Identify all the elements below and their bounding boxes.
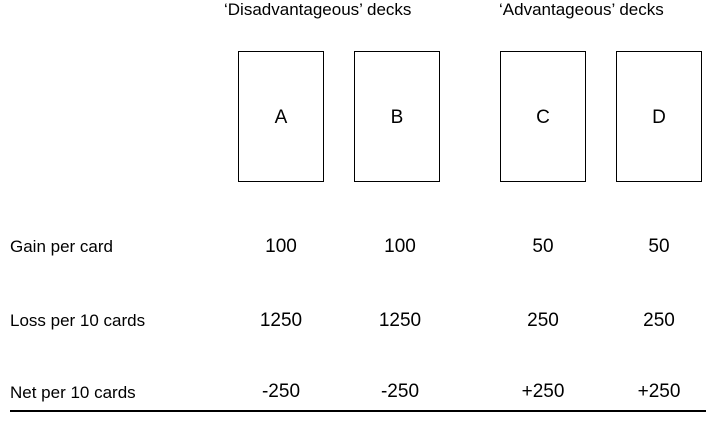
deck-c-label: C bbox=[536, 107, 550, 128]
loss-deck-a: 1250 bbox=[259, 310, 303, 331]
bottom-rule bbox=[10, 410, 706, 412]
loss-deck-b: 1250 bbox=[378, 310, 422, 331]
disadvantageous-decks-title: ‘Disadvantageous’ decks bbox=[224, 0, 412, 19]
loss-deck-d: 250 bbox=[643, 310, 675, 331]
gain-deck-d: 50 bbox=[648, 236, 670, 257]
deck-a-card: A bbox=[238, 51, 324, 182]
deck-c-card: C bbox=[500, 51, 586, 182]
net-deck-d: +250 bbox=[637, 381, 681, 402]
deck-a-label: A bbox=[274, 107, 288, 128]
row-label-loss: Loss per 10 cards bbox=[10, 311, 146, 330]
deck-d-label: D bbox=[652, 107, 666, 128]
row-label-net: Net per 10 cards bbox=[10, 383, 136, 402]
row-label-gain: Gain per card bbox=[10, 237, 113, 256]
gain-deck-a: 100 bbox=[265, 236, 297, 257]
deck-d-card: D bbox=[616, 51, 702, 182]
deck-b-card: B bbox=[354, 51, 440, 182]
net-deck-a: -250 bbox=[261, 381, 301, 402]
deck-b-label: B bbox=[390, 107, 404, 128]
gain-deck-b: 100 bbox=[384, 236, 416, 257]
net-deck-c: +250 bbox=[521, 381, 565, 402]
net-deck-b: -250 bbox=[380, 381, 420, 402]
advantageous-decks-title: ‘Advantageous’ decks bbox=[499, 0, 664, 19]
gain-deck-c: 50 bbox=[532, 236, 554, 257]
loss-deck-c: 250 bbox=[527, 310, 559, 331]
